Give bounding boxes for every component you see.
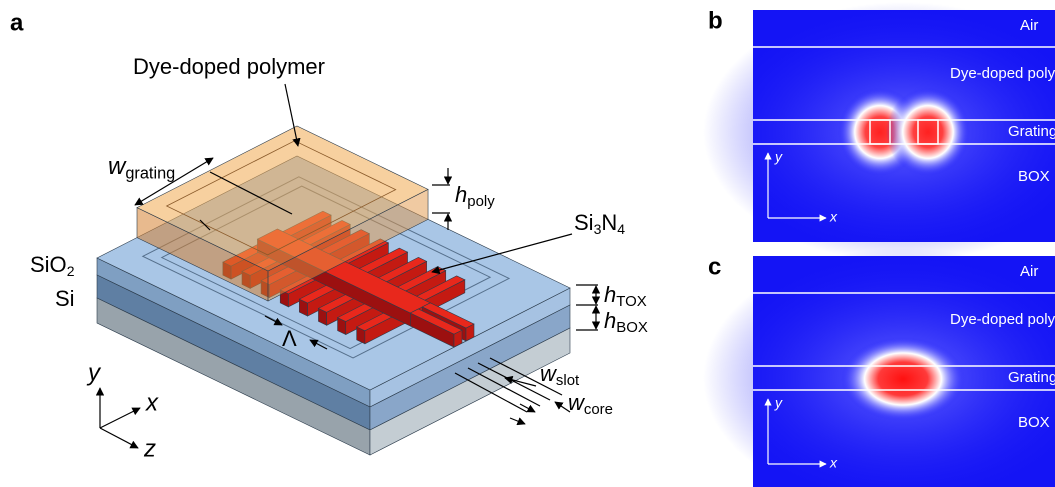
leader bbox=[100, 408, 140, 428]
leader bbox=[100, 428, 138, 448]
panel-label: b bbox=[708, 7, 723, 34]
subscript: 2 bbox=[67, 263, 75, 279]
label: x bbox=[145, 389, 159, 416]
field-mode bbox=[886, 88, 970, 176]
layer-label: Dye-doped polymer bbox=[950, 65, 1055, 82]
symbol-label: wgrating bbox=[108, 153, 175, 183]
layer-label: Grating bbox=[1008, 123, 1055, 140]
panel-c: c Air Dye-doped polymer Grating BOX y x bbox=[703, 248, 1055, 487]
leader bbox=[510, 418, 525, 424]
symbol-label: hpoly bbox=[455, 182, 495, 210]
field-mode bbox=[841, 337, 965, 421]
subscript: 4 bbox=[617, 221, 625, 237]
layer-label: BOX bbox=[1018, 414, 1050, 431]
label: y bbox=[774, 149, 783, 165]
label: x bbox=[829, 209, 838, 225]
panel-label: a bbox=[10, 9, 24, 36]
label: x bbox=[829, 455, 838, 471]
subscript: core bbox=[584, 401, 613, 418]
subscript: 3 bbox=[594, 221, 602, 237]
symbol-label: wcore bbox=[568, 390, 613, 418]
symbol: h bbox=[604, 282, 616, 307]
panel-label: c bbox=[708, 253, 721, 280]
subscript: TOX bbox=[616, 293, 646, 310]
symbol: h bbox=[455, 182, 467, 207]
layer-label: Air bbox=[1020, 263, 1038, 280]
symbol: w bbox=[108, 153, 127, 180]
symbol-label: hTOX bbox=[604, 282, 647, 310]
label: y bbox=[86, 359, 102, 386]
label: y bbox=[774, 395, 783, 411]
element: N bbox=[601, 210, 617, 235]
symbol: h bbox=[604, 308, 616, 333]
figure: aDye-doped polymerwgratinghpolySi3N4SiO2… bbox=[0, 0, 1055, 487]
formula: SiO2 bbox=[30, 252, 75, 279]
subscript: slot bbox=[556, 372, 580, 389]
layer-label: Grating bbox=[1008, 369, 1055, 386]
symbol-label: hBOX bbox=[604, 308, 648, 336]
symbol-label: wslot bbox=[540, 361, 580, 389]
subscript: poly bbox=[467, 193, 495, 210]
element: Si bbox=[574, 210, 594, 235]
subscript: BOX bbox=[616, 319, 648, 336]
layer-label: Air bbox=[1020, 17, 1038, 34]
label: Si bbox=[55, 286, 75, 311]
layer-label: Dye-doped polymer bbox=[950, 311, 1055, 328]
subscript: grating bbox=[125, 165, 175, 183]
label: Dye-doped polymer bbox=[133, 54, 325, 79]
formula: Si3N4 bbox=[574, 210, 625, 237]
label: z bbox=[143, 435, 156, 462]
element: SiO bbox=[30, 252, 67, 277]
label: Λ bbox=[282, 326, 297, 351]
leader bbox=[520, 404, 535, 412]
layer-label: BOX bbox=[1018, 168, 1050, 185]
panel-b: b Air Dye-doped polymer Grating BOX y x bbox=[703, 2, 1055, 262]
